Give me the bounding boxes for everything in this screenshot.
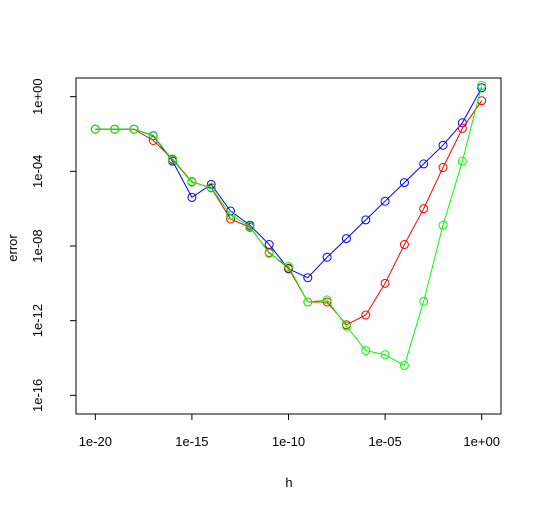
data-point	[110, 124, 120, 134]
x-axis: 1e-20 1e-15 1e-10 1e-05 1e+00	[79, 414, 500, 449]
data-point	[380, 350, 390, 360]
y-tick-label: 1e-08	[30, 229, 45, 262]
data-point	[419, 204, 429, 214]
x-tick-label: 1e-15	[175, 434, 208, 449]
y-axis: 1e-16 1e-12 1e-08 1e-04 1e+00	[30, 78, 76, 412]
x-tick-label: 1e-20	[79, 434, 112, 449]
y-tick-label: 1e+00	[30, 78, 45, 115]
series-line	[95, 100, 483, 326]
data-point	[380, 278, 390, 288]
data-point	[206, 182, 216, 192]
data-point	[438, 220, 448, 230]
data-point	[457, 156, 467, 166]
data-point	[148, 130, 158, 140]
data-point	[187, 192, 197, 202]
data-point	[303, 297, 313, 307]
data-point	[399, 360, 409, 370]
series-3	[90, 80, 487, 370]
series-line	[95, 85, 483, 367]
x-tick-label: 1e+00	[463, 434, 500, 449]
data-point	[380, 196, 390, 206]
x-tick-label: 1e-10	[272, 434, 305, 449]
x-tick-label: 1e-05	[368, 434, 401, 449]
x-axis-label: h	[285, 475, 292, 490]
data-point	[129, 124, 139, 134]
series-layer	[90, 80, 487, 370]
data-point	[477, 83, 487, 93]
data-point	[322, 252, 332, 262]
data-point	[457, 123, 467, 133]
data-point	[399, 240, 409, 250]
data-point	[322, 295, 332, 305]
data-point	[322, 297, 332, 307]
y-tick-label: 1e-16	[30, 379, 45, 412]
y-tick-label: 1e-04	[30, 155, 45, 188]
data-point	[226, 210, 236, 220]
data-point	[361, 346, 371, 356]
series-line	[95, 87, 483, 279]
data-point	[419, 296, 429, 306]
data-point	[187, 177, 197, 187]
data-point	[438, 163, 448, 173]
data-point	[438, 140, 448, 150]
data-point	[341, 234, 351, 244]
data-point	[284, 261, 293, 271]
data-point	[303, 273, 313, 283]
data-point	[419, 159, 429, 169]
series-1	[90, 83, 487, 283]
data-point	[361, 215, 371, 225]
data-point	[245, 222, 255, 232]
data-point	[399, 178, 409, 188]
y-tick-label: 1e-12	[30, 304, 45, 337]
data-point	[341, 321, 351, 331]
series-2	[90, 96, 487, 330]
data-point	[477, 80, 487, 90]
data-point	[168, 155, 178, 165]
data-point	[264, 248, 274, 258]
y-axis-label: error	[5, 234, 20, 262]
data-point	[361, 310, 371, 320]
data-point	[90, 124, 100, 134]
